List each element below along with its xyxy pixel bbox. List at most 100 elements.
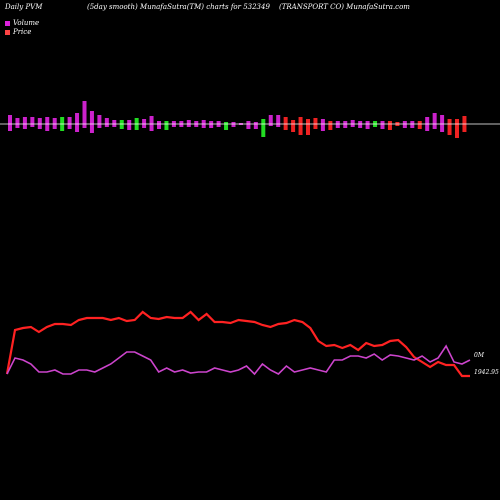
volume-bar-up xyxy=(253,122,258,124)
volume-bar-down xyxy=(30,124,35,127)
volume-bar-up xyxy=(67,117,72,124)
volume-bar-up xyxy=(231,122,236,124)
volume-bar-down xyxy=(343,124,348,128)
volume-bar-down xyxy=(45,124,50,131)
volume-bar-down xyxy=(395,124,400,126)
volume-bar-up xyxy=(8,115,12,124)
volume-bar-up xyxy=(75,113,80,124)
volume-bar-up xyxy=(291,120,296,124)
volume-bar-up xyxy=(276,115,281,124)
volume-bar-down xyxy=(358,124,363,128)
volume-bar-down xyxy=(410,124,415,128)
legend-price: Price xyxy=(5,28,31,36)
volume-bar-up xyxy=(380,121,385,124)
volume-bar-up xyxy=(149,116,154,124)
volume-bar-up xyxy=(410,121,415,124)
volume-bar-down xyxy=(127,124,132,130)
volume-bar-up xyxy=(52,118,57,124)
volume-bar-down xyxy=(15,124,20,128)
volume-bar-up xyxy=(268,115,273,124)
volume-bar-up xyxy=(238,123,243,124)
volume-bar-down xyxy=(253,124,258,129)
volume-bar-up xyxy=(82,101,87,124)
volume-bar-up xyxy=(387,121,392,124)
volume-bar-up xyxy=(104,118,109,124)
volume-bar-up xyxy=(365,121,370,124)
volume-bar-up xyxy=(216,121,221,124)
volume-bar-down xyxy=(320,124,325,131)
volume-bar-up xyxy=(179,121,184,124)
volume-bar-up xyxy=(134,118,139,124)
volume-bar-up xyxy=(89,111,94,124)
volume-bar-up xyxy=(142,119,147,124)
volume-bar-down xyxy=(164,124,169,130)
volume-bar-down xyxy=(246,124,251,129)
volume-bar-down xyxy=(328,124,333,130)
volume-bar-up xyxy=(22,117,27,124)
volume-axis-label: 0M xyxy=(474,352,485,359)
volume-bar-up xyxy=(335,121,340,124)
volume-bar-down xyxy=(75,124,80,132)
volume-bar-down xyxy=(194,124,199,127)
volume-bar-up xyxy=(373,121,378,124)
volume-bar-up xyxy=(283,117,288,124)
volume-bar-up xyxy=(97,115,102,124)
volume-bar-up xyxy=(209,121,214,124)
volume-bar-up xyxy=(164,121,169,124)
volume-bar-up xyxy=(320,119,325,124)
volume-bar-down xyxy=(37,124,42,129)
volume-bar-up xyxy=(45,117,50,124)
volume-bar-down xyxy=(417,124,422,129)
volume-bar-up xyxy=(462,116,467,124)
volume-bar-up xyxy=(246,121,251,124)
volume-bar-up xyxy=(224,122,229,124)
volume-bar-up xyxy=(440,115,445,124)
volume-bar-down xyxy=(201,124,206,128)
volume-bar-down xyxy=(97,124,102,128)
volume-bar-down xyxy=(119,124,124,129)
volume-bar-up xyxy=(186,120,191,124)
legend-price-label: Price xyxy=(13,28,32,36)
volume-bar-down xyxy=(216,124,221,127)
volume-bar-down xyxy=(157,124,161,129)
legend-volume-label: Volume xyxy=(13,19,40,27)
chart-title-middle: (5day smooth) MunafaSutra(TM) charts for… xyxy=(87,3,270,11)
volume-bar-up xyxy=(194,121,199,124)
volume-bar-up xyxy=(455,119,459,124)
chart-title-left: Daily PVM xyxy=(5,3,43,11)
volume-bar-up xyxy=(358,121,363,124)
volume-bar-up xyxy=(432,113,437,124)
volume-bar-down xyxy=(209,124,214,128)
volume-bar-down xyxy=(60,124,65,131)
volume-series-line xyxy=(6,344,471,376)
volume-bar-down xyxy=(261,124,266,137)
volume-bar-down xyxy=(8,124,12,131)
volume-bar-down xyxy=(22,124,27,129)
volume-bar-up xyxy=(425,117,430,124)
volume-bar-down xyxy=(231,124,236,127)
legend-volume: Volume xyxy=(5,19,39,27)
price-axis-label: 1942.95 xyxy=(474,369,499,376)
volume-bar-down xyxy=(276,124,281,127)
legend-volume-swatch xyxy=(5,20,10,26)
volume-bar-down xyxy=(52,124,57,129)
volume-bar-up xyxy=(127,120,132,124)
volume-bar-down xyxy=(432,124,437,129)
volume-bar-up xyxy=(60,117,65,124)
volume-bar-down xyxy=(291,124,296,132)
volume-bar-up xyxy=(171,121,176,124)
volume-bar-down xyxy=(104,124,109,127)
volume-bar-up xyxy=(350,120,355,124)
legend-price-swatch xyxy=(5,29,10,35)
volume-bar-down xyxy=(112,124,117,127)
volume-bar-up xyxy=(328,121,333,124)
volume-bar-up xyxy=(298,117,303,124)
volume-bar-down xyxy=(283,124,288,130)
volume-bar-down xyxy=(313,124,318,129)
volume-bar-down xyxy=(179,124,184,127)
volume-bar-down xyxy=(268,124,273,126)
volume-bar-down xyxy=(455,124,459,138)
volume-bar-down xyxy=(238,124,243,125)
volume-bar-down xyxy=(425,124,430,131)
